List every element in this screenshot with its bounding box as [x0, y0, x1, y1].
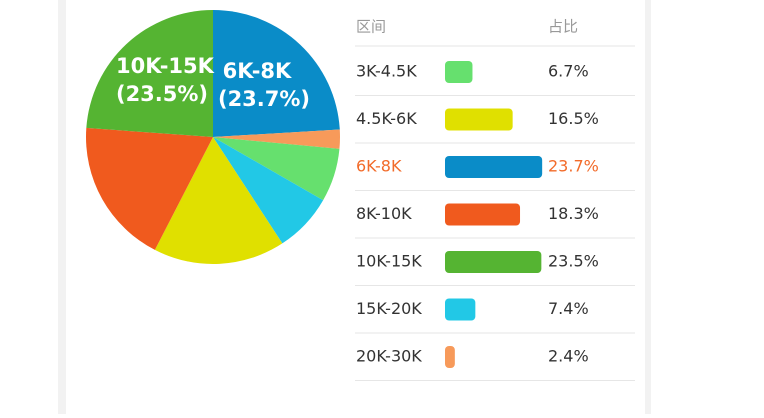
pie-slice [154, 137, 283, 265]
row-bar [445, 346, 455, 368]
row-bar [445, 61, 473, 83]
row-bar [445, 251, 542, 273]
row-category: 3K-4.5K [356, 62, 417, 81]
pie-label: 6K-8K [223, 59, 292, 83]
pie-slice [213, 10, 340, 137]
pie-slice [213, 129, 340, 149]
header-range: 区间 [356, 18, 386, 36]
row-bar [445, 203, 521, 226]
pie-slice [86, 127, 213, 250]
row-value: 23.5% [548, 252, 599, 271]
row-category: 4.5K-6K [356, 109, 417, 128]
pie-label: 10K-15K [116, 54, 215, 78]
row-category: 20K-30K [356, 347, 422, 366]
left-strip [58, 0, 66, 414]
row-category: 10K-15K [356, 252, 422, 271]
row-bar [445, 108, 513, 131]
row-value: 7.4% [548, 299, 589, 318]
row-value: 6.7% [548, 62, 589, 81]
row-category: 15K-20K [356, 299, 422, 318]
pie-slice [213, 137, 340, 201]
row-value: 16.5% [548, 109, 599, 128]
pie-slice [213, 137, 324, 244]
row-category: 8K-10K [356, 204, 412, 223]
row-value: 23.7% [548, 157, 599, 176]
row-bar [445, 298, 476, 321]
pie-slice [86, 10, 213, 137]
row-value: 18.3% [548, 204, 599, 223]
row-value: 2.4% [548, 347, 589, 366]
header-share: 占比 [548, 18, 578, 36]
row-category: 6K-8K [356, 157, 402, 176]
right-strip [645, 0, 651, 414]
pie-label-value: (23.7%) [218, 87, 310, 111]
row-bar [445, 156, 543, 178]
pie-label-value: (23.5%) [116, 82, 208, 106]
